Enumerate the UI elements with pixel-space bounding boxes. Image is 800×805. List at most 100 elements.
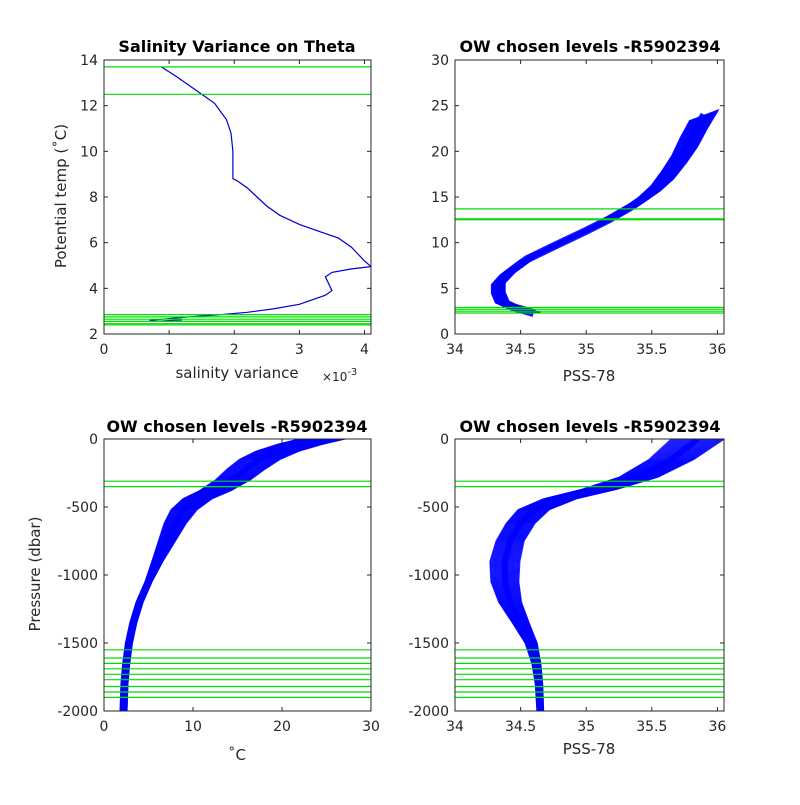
p4-ytick-label: -1000	[408, 568, 449, 584]
panel3-plot-area	[104, 439, 371, 711]
p4-profile-line	[499, 439, 691, 711]
p2-profile-line	[493, 117, 697, 314]
panel1-ylabel: Potential temp (˚C)	[52, 124, 70, 268]
p3-ytick-label: -2000	[57, 704, 98, 720]
panel2-axes: 34 34.5 35 35.5 36 0 5 10 15 20 25 30	[431, 53, 726, 358]
p4-profile-line	[497, 439, 687, 711]
p2-profile-line	[493, 118, 696, 314]
p4-profile-line	[518, 439, 724, 711]
p3-ytick-label: 0	[89, 432, 98, 448]
p2-profile-line	[495, 116, 701, 314]
p1-ytick-label: 14	[80, 53, 98, 69]
p2-xtick-label: 34	[446, 342, 464, 358]
p4-xtick-label: 35.5	[636, 719, 667, 735]
panel4-xlabel: PSS-78	[563, 740, 616, 758]
p4-xtick-label: 36	[709, 719, 727, 735]
p2-xtick-label: 35.5	[636, 342, 667, 358]
panel-salinity-theta: OW chosen levels -R5902394 34 34.5 35 35.5 3…	[431, 37, 726, 385]
p2-xtick-label: 35	[577, 342, 595, 358]
p3-profile-line	[126, 439, 346, 711]
panel1-x-exponent-base: ×10	[322, 370, 347, 384]
p4-profile-line	[503, 439, 696, 711]
p1-ytick-label: 12	[80, 99, 98, 115]
p1-ytick-label: 2	[89, 327, 98, 343]
p2-profile-line	[494, 117, 699, 314]
p2-profile-line	[491, 119, 693, 315]
p3-profile-line	[119, 439, 299, 711]
p3-xtick-label: 20	[273, 719, 291, 735]
p3-ytick-label: -1000	[57, 568, 98, 584]
p2-profile-line	[494, 116, 699, 314]
p2-profile-line	[497, 114, 706, 314]
p2-profile-line	[491, 119, 692, 315]
panel1-xlabel: salinity variance	[175, 364, 298, 382]
p4-profile-line	[496, 439, 685, 711]
panel2-plot-area	[455, 109, 724, 317]
p2-profile-line	[490, 120, 691, 315]
p2-profile-line	[499, 113, 709, 314]
panel4-title: OW chosen levels -R5902394	[459, 417, 720, 436]
p2-profile-line	[493, 118, 695, 315]
p4-ytick-label: 0	[440, 432, 449, 448]
p2-profile-line	[497, 114, 705, 314]
p4-profile-line	[502, 439, 695, 711]
p4-profile-line	[498, 439, 689, 711]
p3-ytick-label: -1500	[57, 636, 98, 652]
p4-ytick-label: -500	[417, 500, 449, 516]
p4-profile-line	[497, 439, 686, 711]
p4-profile-line	[500, 439, 693, 711]
p2-profile-line	[499, 113, 708, 314]
panel3-axes: 0 10 20 30 -2000 -1500 -1000 -500 0	[57, 432, 380, 735]
p2-ytick-label: 0	[440, 327, 449, 343]
p4-profile-line	[499, 439, 690, 711]
p4-profile-line	[494, 439, 681, 711]
p1-xtick-label: 4	[360, 342, 369, 358]
p3-xtick-label: 10	[184, 719, 202, 735]
p4-xtick-label: 34	[446, 719, 464, 735]
panel1-title: Salinity Variance on Theta	[118, 37, 355, 56]
p2-xtick-label: 36	[709, 342, 727, 358]
p2-ytick-label: 30	[431, 53, 449, 69]
p1-axes-frame	[103, 59, 372, 335]
p2-profile-line	[493, 117, 696, 314]
p2-ytick-label: 25	[431, 99, 449, 115]
p4-profile-line	[494, 439, 682, 711]
p4-ytick-label: -1500	[408, 636, 449, 652]
p2-ytick-label: 5	[440, 281, 449, 297]
p1-xtick-label: 0	[100, 342, 109, 358]
p1-ytick-label: 4	[89, 281, 98, 297]
p2-profile-line	[496, 115, 703, 314]
p2-profile-line	[492, 118, 694, 315]
p4-profile-line	[500, 439, 692, 711]
p1-ytick-label: 8	[89, 190, 98, 206]
p4-profile-line	[495, 439, 684, 711]
p1-xtick-label: 2	[230, 342, 239, 358]
panel4-axes: 34 34.5 35 35.5 36 -2000 -1500 -1000 -500 0	[408, 432, 726, 735]
panel3-title: OW chosen levels -R5902394	[106, 417, 367, 436]
panel1-variance-profile	[149, 66, 371, 323]
p2-profile-line	[498, 113, 708, 314]
p3-profile-line	[119, 439, 300, 711]
p2-profile-line	[494, 117, 698, 314]
panel4-plot-area	[455, 439, 724, 711]
p1-xtick-label: 1	[165, 342, 174, 358]
p2-profile-line	[498, 114, 706, 314]
panel-salinity-variance: Salinity Variance on Theta 0 1 2 3 424681012…	[52, 37, 372, 384]
p1-ytick-label: 10	[80, 144, 98, 160]
p4-profile-core	[501, 439, 700, 711]
p2-ytick-label: 20	[431, 144, 449, 160]
p2-profile-line	[498, 114, 707, 314]
p2-ytick-label: 15	[431, 190, 449, 206]
p2-profile-line	[496, 115, 702, 314]
p2-profile-line	[497, 114, 705, 314]
p2-profile-line	[491, 119, 693, 315]
p2-profile-core	[494, 112, 708, 317]
panel-pressure-salinity: OW chosen levels -R5902394 34 34.5 35 35.5 3…	[408, 417, 726, 758]
panel1-x-exponent: ×10-3	[322, 367, 357, 384]
p2-profile-line	[493, 117, 697, 314]
p2-profile-line	[496, 115, 703, 314]
panel2-xlabel: PSS-78	[563, 367, 616, 385]
p2-profile-line	[492, 118, 695, 315]
